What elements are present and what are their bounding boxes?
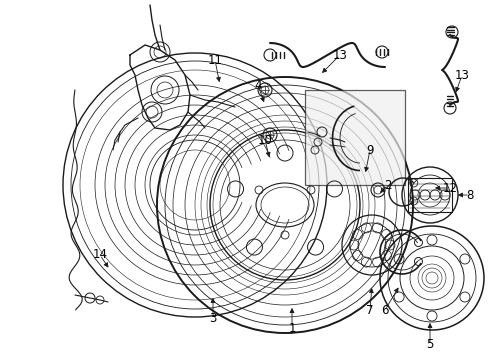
Text: 1: 1: [287, 321, 295, 334]
Text: 12: 12: [442, 181, 457, 194]
Text: 13: 13: [332, 49, 347, 62]
Bar: [305, 90, 404, 185]
Text: 9: 9: [366, 144, 373, 157]
Text: 7: 7: [366, 303, 373, 316]
Text: 5: 5: [426, 338, 433, 351]
Text: 13: 13: [454, 68, 468, 81]
Bar: [407, 178, 451, 212]
Text: 4: 4: [254, 78, 261, 91]
Text: 8: 8: [466, 189, 473, 202]
Text: 3: 3: [209, 311, 216, 324]
Text: 2: 2: [384, 179, 391, 192]
Text: 11: 11: [207, 54, 222, 67]
Text: 10: 10: [257, 134, 272, 147]
Text: 6: 6: [381, 303, 388, 316]
Text: 14: 14: [92, 248, 107, 261]
